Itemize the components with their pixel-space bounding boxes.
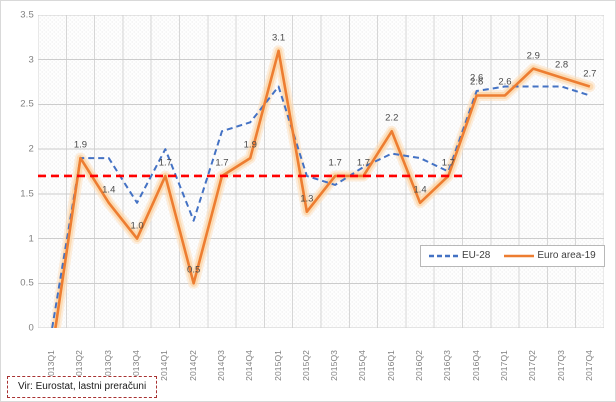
chart-legend: EU-28 Euro area-19 bbox=[420, 245, 605, 267]
x-tick-label: 2016Q1 bbox=[385, 350, 396, 381]
series-lines-layer bbox=[51, 49, 591, 328]
plot-svg bbox=[38, 15, 604, 328]
vertical-gridlines bbox=[38, 15, 604, 328]
plot-area: 2.6 1.9 1.4 1.0 1.7 0.5 1.7 1.9 3.1 1.3 1.7 1.7 2.2 1… bbox=[38, 15, 604, 328]
x-tick-label: 2015Q1 bbox=[272, 350, 283, 381]
x-tick-label: 2014Q4 bbox=[244, 350, 255, 381]
series-line-eu-28 bbox=[51, 85, 591, 328]
y-tick-label: 0 bbox=[28, 322, 34, 334]
legend-item-eu28[interactable]: EU-28 bbox=[429, 250, 490, 261]
y-tick-label: 3.5 bbox=[20, 9, 34, 21]
legend-item-euro-area-19[interactable]: Euro area-19 bbox=[504, 250, 596, 261]
x-tick-label: 2014Q1 bbox=[159, 350, 170, 381]
x-tick-label: 2017Q2 bbox=[527, 350, 538, 381]
y-tick-label: 3 bbox=[28, 54, 34, 66]
x-axis: 2013Q1 2013Q2 2013Q3 2013Q4 2014Q1 2014Q2 2014… bbox=[38, 331, 604, 381]
x-tick-label: 2017Q4 bbox=[583, 350, 594, 381]
x-tick-label: 2015Q2 bbox=[300, 350, 311, 381]
x-tick-label: 2016Q4 bbox=[470, 350, 481, 381]
x-tick-label: 2014Q3 bbox=[215, 350, 226, 381]
series-line-euro-area-19 bbox=[54, 49, 591, 328]
y-tick-label: 1.5 bbox=[20, 188, 34, 200]
legend-swatch-eu28 bbox=[429, 251, 459, 261]
y-axis: 0 0.5 1 1.5 2 2.5 3 3.5 bbox=[1, 10, 34, 334]
x-tick-label: 2016Q3 bbox=[442, 350, 453, 381]
legend-swatch-euro-area-19 bbox=[504, 251, 535, 261]
y-tick-label: 0.5 bbox=[20, 277, 34, 289]
legend-label-euro-area-19: Euro area-19 bbox=[537, 250, 596, 261]
y-tick-label: 2 bbox=[28, 143, 34, 155]
x-tick-label: 2016Q2 bbox=[414, 350, 425, 381]
x-tick-label: 2017Q3 bbox=[555, 350, 566, 381]
y-tick-label: 2.5 bbox=[20, 98, 34, 110]
legend-label-eu28: EU-28 bbox=[462, 250, 491, 261]
source-note: Vir: Eurostat, lastni preračuni bbox=[7, 376, 158, 398]
y-tick-label: 1 bbox=[28, 233, 34, 245]
x-tick-label: 2017Q1 bbox=[498, 350, 509, 381]
x-tick-label: 2015Q4 bbox=[357, 350, 368, 381]
x-tick-label: 2015Q3 bbox=[329, 350, 340, 381]
x-tick-label: 2014Q2 bbox=[187, 350, 198, 381]
